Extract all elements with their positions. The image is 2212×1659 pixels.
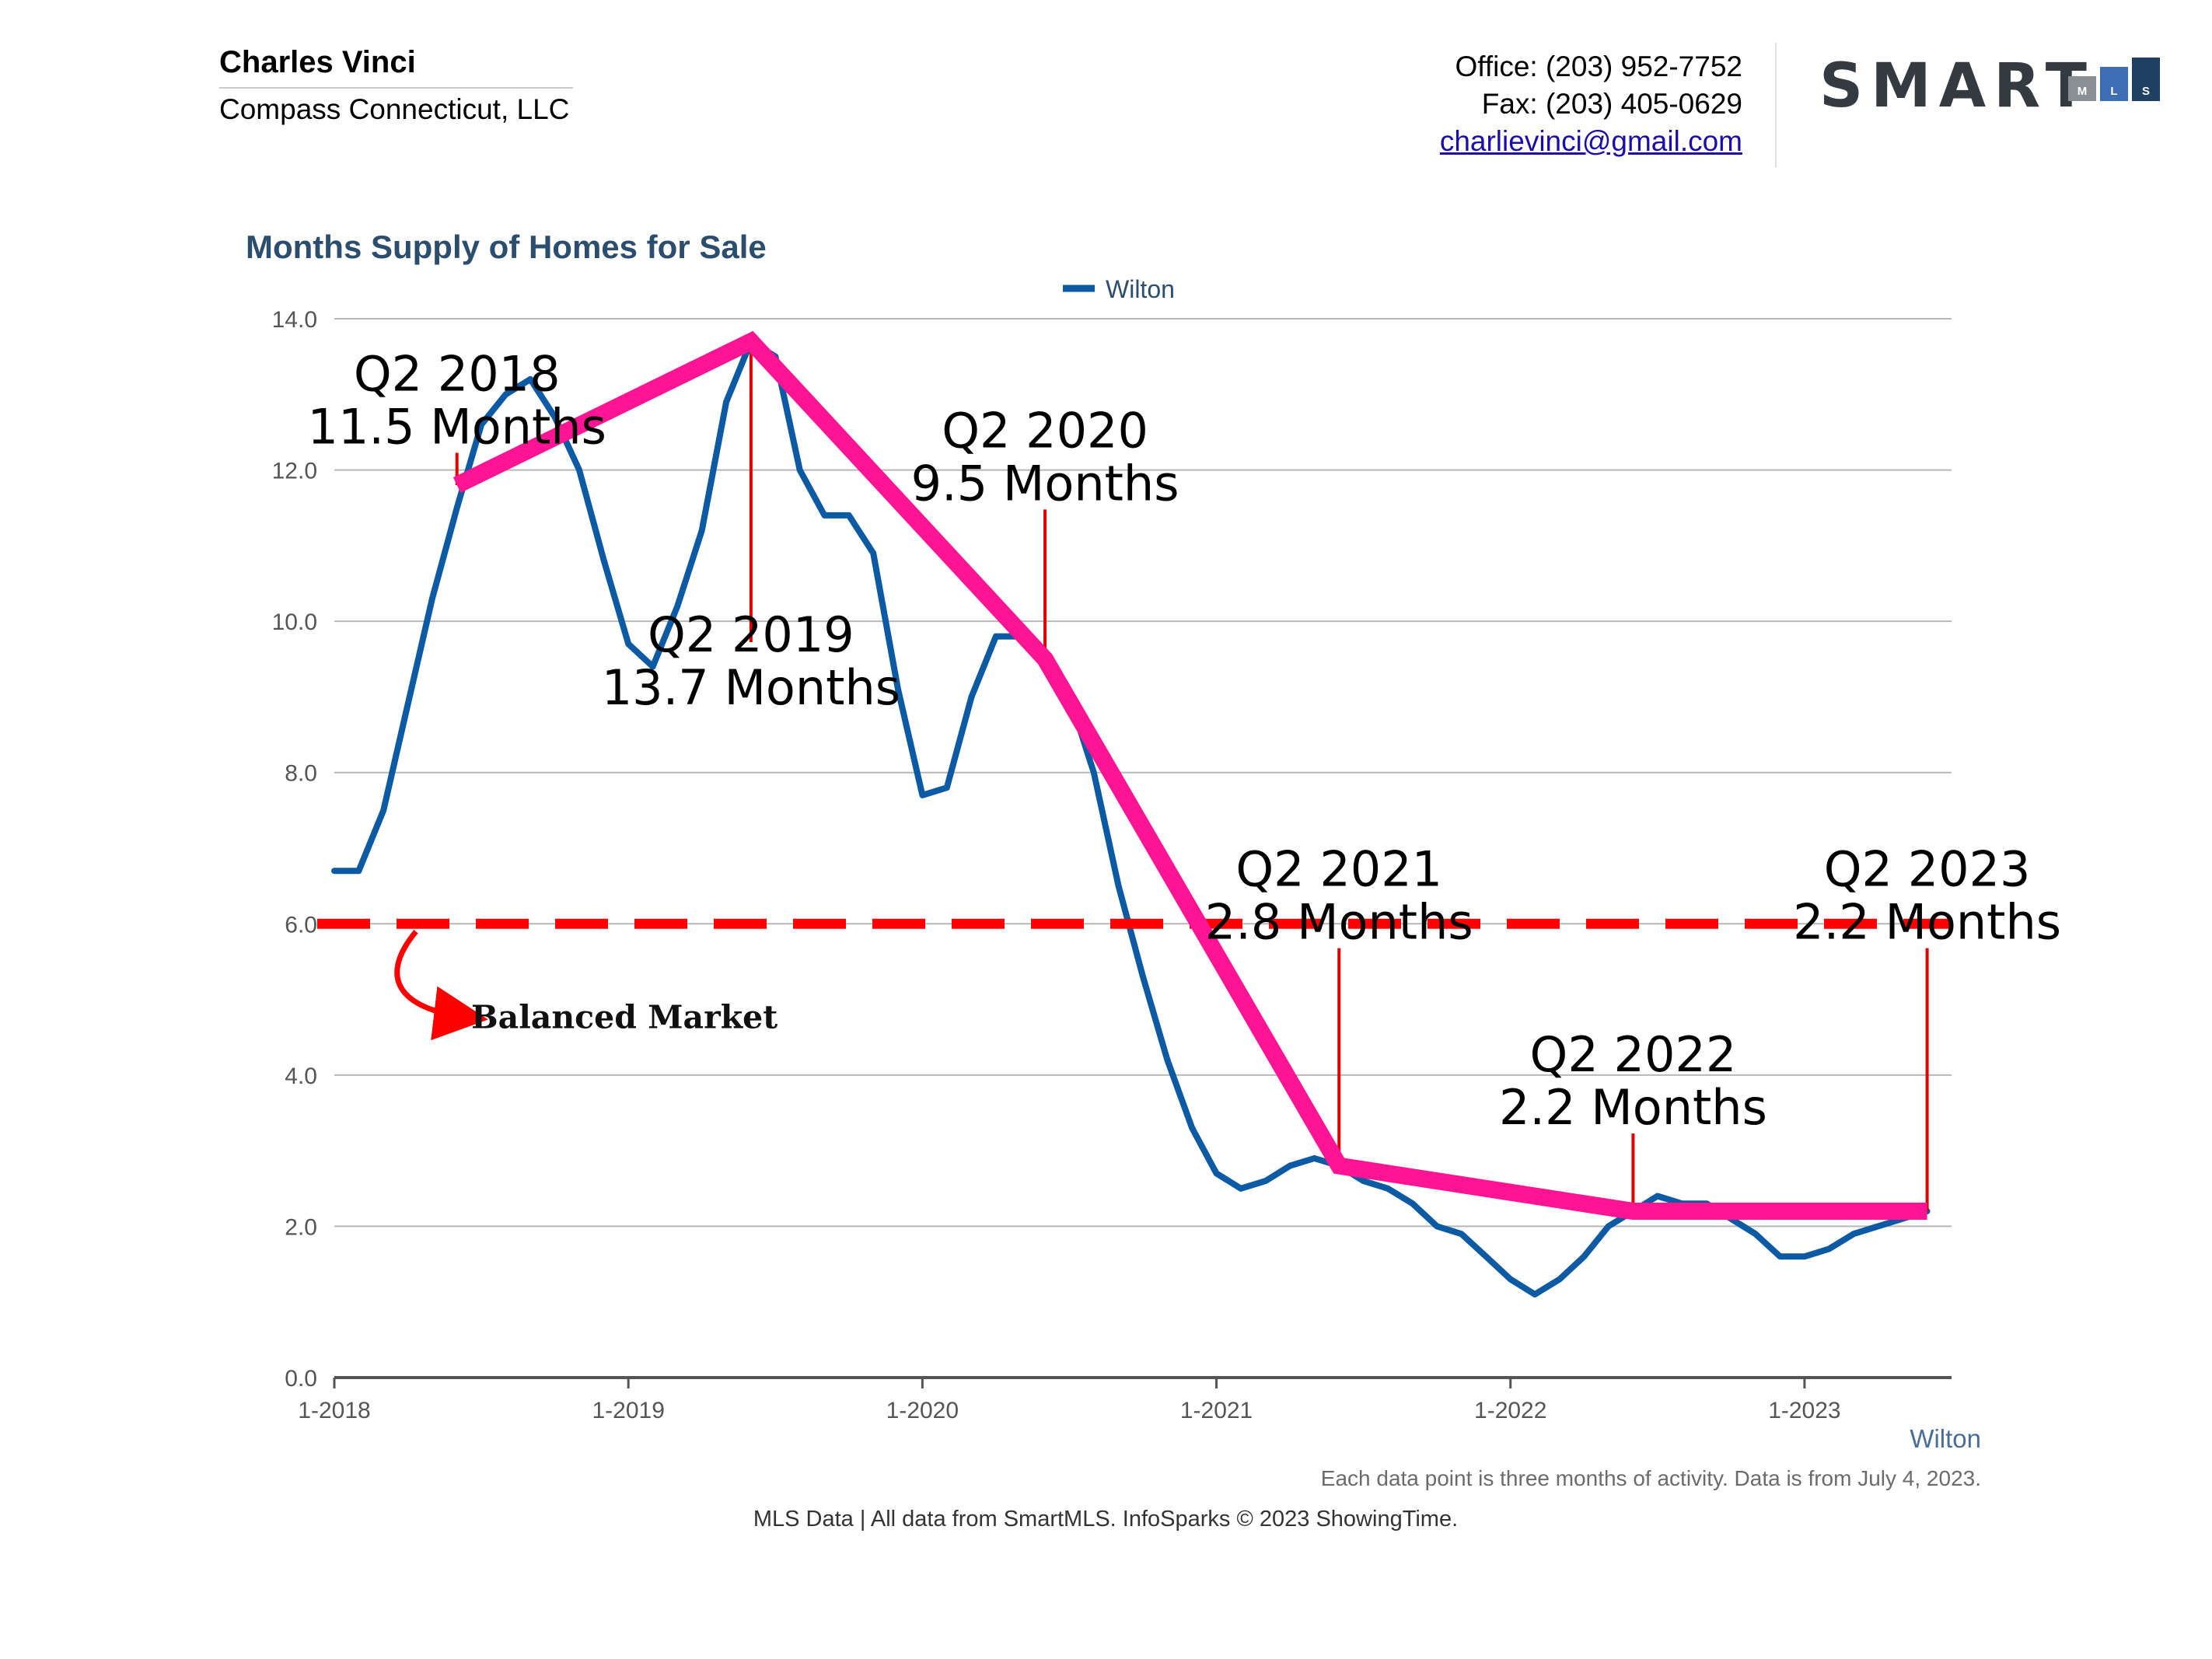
annotation-quarter-label: Q2 2020: [942, 402, 1148, 459]
logo-bar-m: M: [2068, 76, 2096, 101]
x-tick-label: 1-2023: [1768, 1398, 1840, 1423]
x-tick-label: 1-2019: [592, 1398, 664, 1423]
balanced-market-arrow: [394, 930, 488, 1041]
annotation-months-label: 2.2 Months: [1793, 894, 2061, 951]
agent-divider: [219, 87, 573, 89]
header-separator: [1775, 43, 1777, 167]
logo-bar-s: S: [2132, 58, 2160, 101]
annotation-months-label: 11.5 Months: [308, 398, 606, 455]
logo-letter-l: L: [2110, 85, 2118, 98]
footer-note: Each data point is three months of activ…: [1321, 1466, 1981, 1490]
y-tick-label: 2.0: [285, 1214, 317, 1240]
y-tick-label: 14.0: [272, 307, 317, 333]
logo-letter-m: M: [2077, 85, 2088, 98]
y-tick-label: 4.0: [285, 1064, 317, 1089]
logo-letter-s: S: [2141, 85, 2150, 98]
annotation-quarter-label: Q2 2021: [1235, 841, 1442, 898]
y-tick-label: 12.0: [272, 459, 317, 484]
balanced-market-label: Balanced Market: [471, 998, 778, 1036]
contact-block: Office: (203) 952-7752 Fax: (203) 405-06…: [1440, 48, 1742, 160]
annotation-quarter-label: Q2 2019: [648, 606, 854, 663]
x-tick-label: 1-2022: [1474, 1398, 1546, 1423]
agent-company: Compass Connecticut, LLC: [219, 93, 570, 125]
y-tick-label: 0.0: [285, 1366, 317, 1392]
legend: Wilton: [1063, 275, 1175, 303]
annotation-months-label: 13.7 Months: [602, 659, 900, 716]
y-tick-label: 8.0: [285, 761, 317, 787]
x-tick-label: 1-2018: [298, 1398, 370, 1423]
email-link[interactable]: charlievinci@gmail.com: [1439, 125, 1742, 157]
x-tick-label: 1-2021: [1180, 1398, 1253, 1423]
smartmls-logo: SMART M L S: [1819, 51, 2161, 121]
chart-title: Months Supply of Homes for Sale: [246, 229, 767, 265]
logo-wordmark: SMART: [1819, 51, 2095, 121]
annotation-months-label: 2.2 Months: [1499, 1079, 1767, 1136]
x-axis-label: Wilton: [1910, 1424, 1981, 1453]
annotation-quarter-label: Q2 2022: [1530, 1026, 1737, 1083]
annotation-quarter-label: Q2 2018: [354, 345, 561, 402]
y-tick-label: 6.0: [285, 912, 317, 938]
annotation-months-label: 2.8 Months: [1205, 894, 1473, 951]
logo-bar-l: L: [2100, 67, 2128, 101]
x-tick-label: 1-2020: [886, 1398, 959, 1423]
logo-bars-icon: M L S: [2068, 58, 2161, 101]
agent-name: Charles Vinci: [219, 45, 416, 79]
legend-label: Wilton: [1106, 275, 1175, 303]
fax-number: Fax: (203) 405-0629: [1481, 88, 1742, 120]
wilton-series-line: [331, 338, 1931, 1298]
annotation-months-label: 9.5 Months: [911, 455, 1179, 512]
y-tick-label: 10.0: [272, 609, 317, 635]
annotation-quarter-label: Q2 2023: [1824, 841, 2031, 898]
footer-credit: MLS Data | All data from SmartMLS. InfoS…: [753, 1507, 1458, 1532]
q2-trend-line: [453, 330, 1927, 1220]
office-phone: Office: (203) 952-7752: [1455, 51, 1742, 82]
